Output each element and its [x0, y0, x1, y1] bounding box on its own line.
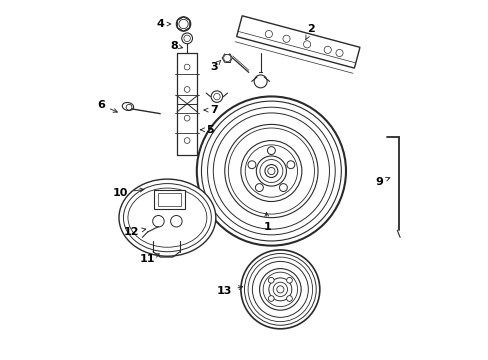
Circle shape: [247, 161, 255, 169]
Circle shape: [184, 115, 190, 121]
Circle shape: [196, 96, 346, 246]
Ellipse shape: [128, 188, 206, 247]
Circle shape: [207, 107, 335, 235]
Circle shape: [170, 216, 182, 227]
Circle shape: [184, 87, 190, 92]
Bar: [154, 190, 184, 210]
Circle shape: [286, 296, 292, 301]
Circle shape: [223, 54, 230, 62]
Circle shape: [268, 296, 274, 301]
Text: 2: 2: [305, 24, 314, 40]
Text: 8: 8: [170, 41, 182, 50]
Circle shape: [184, 138, 190, 143]
Circle shape: [279, 184, 287, 192]
Circle shape: [252, 261, 308, 318]
Circle shape: [286, 161, 294, 169]
Circle shape: [276, 286, 284, 293]
Circle shape: [201, 101, 341, 241]
Text: 7: 7: [203, 105, 218, 115]
Text: 1: 1: [264, 212, 271, 231]
Polygon shape: [236, 16, 359, 68]
Circle shape: [176, 17, 190, 31]
Ellipse shape: [119, 179, 215, 256]
Circle shape: [182, 33, 192, 44]
Text: 6: 6: [97, 100, 117, 112]
Ellipse shape: [122, 103, 133, 111]
Circle shape: [247, 257, 312, 321]
Circle shape: [126, 104, 132, 110]
Text: 11: 11: [140, 254, 159, 264]
Bar: [158, 193, 181, 206]
Circle shape: [213, 93, 220, 100]
Circle shape: [335, 49, 343, 57]
Circle shape: [324, 46, 331, 53]
Text: 5: 5: [200, 125, 214, 135]
Circle shape: [283, 35, 289, 42]
Circle shape: [255, 184, 263, 192]
Circle shape: [263, 272, 297, 307]
Circle shape: [267, 147, 275, 154]
Text: 10: 10: [113, 188, 143, 198]
Text: 12: 12: [123, 227, 145, 237]
Circle shape: [256, 156, 286, 186]
Circle shape: [303, 41, 310, 48]
Circle shape: [213, 113, 329, 229]
Circle shape: [273, 282, 287, 297]
Circle shape: [260, 159, 282, 183]
Circle shape: [286, 277, 292, 283]
Text: 9: 9: [374, 177, 389, 187]
Circle shape: [224, 125, 317, 218]
Circle shape: [244, 145, 297, 197]
Circle shape: [259, 269, 301, 310]
Circle shape: [184, 64, 190, 70]
Circle shape: [268, 278, 291, 301]
Text: 3: 3: [210, 60, 220, 72]
Circle shape: [211, 91, 222, 102]
Circle shape: [241, 250, 319, 329]
Circle shape: [268, 277, 274, 283]
Circle shape: [179, 19, 188, 29]
Circle shape: [183, 35, 190, 41]
Text: 4: 4: [156, 19, 170, 29]
Circle shape: [244, 253, 316, 325]
Circle shape: [264, 165, 277, 177]
Text: 13: 13: [217, 286, 242, 296]
Circle shape: [264, 31, 272, 38]
Circle shape: [241, 140, 301, 202]
Ellipse shape: [123, 184, 211, 252]
Circle shape: [267, 167, 274, 175]
Circle shape: [254, 75, 266, 88]
Circle shape: [152, 216, 164, 227]
Circle shape: [228, 128, 314, 214]
